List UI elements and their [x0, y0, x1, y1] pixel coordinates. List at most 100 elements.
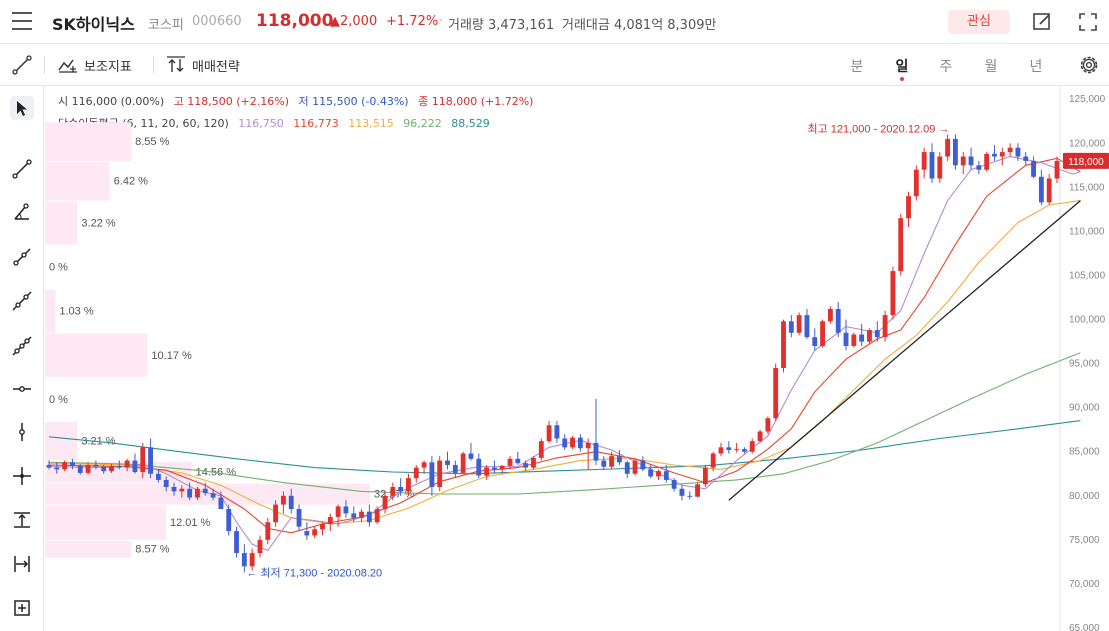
fullscreen-icon[interactable] — [1078, 12, 1098, 32]
settings-gear-icon[interactable] — [1078, 54, 1100, 76]
candle-body — [320, 524, 325, 530]
candle-body — [226, 509, 232, 532]
candle-body — [288, 495, 294, 510]
candle-body — [179, 488, 185, 492]
period-week-tab[interactable]: 주 — [939, 59, 953, 75]
candle-body — [898, 218, 904, 272]
candle-body — [507, 458, 513, 466]
line-icon[interactable] — [10, 157, 34, 181]
price-range-icon[interactable] — [10, 508, 34, 532]
stock-code: 000660 — [192, 14, 242, 29]
edit-icon[interactable] — [1032, 12, 1052, 32]
candle-body — [218, 497, 224, 510]
y-tick-label: 125,000 — [1069, 94, 1106, 105]
candle-body — [327, 516, 333, 525]
extended-line-icon[interactable] — [10, 289, 34, 313]
candle-body — [429, 462, 435, 487]
volume-profile-label: 8.55 % — [135, 136, 169, 148]
stock-header: SK하이닉스 코스피 000660 118,000 ▲2,000 +1.72% … — [0, 0, 1109, 44]
y-tick-label: 85,000 — [1069, 447, 1100, 458]
active-period-dot — [900, 77, 904, 81]
legend-close: 종 118,000 (+1.72%) — [418, 95, 534, 108]
candle-body — [109, 465, 114, 472]
favorite-button[interactable]: 관심 — [948, 10, 1010, 34]
candle-body — [570, 437, 575, 448]
candle-body — [163, 479, 169, 487]
candle-body — [952, 138, 958, 166]
candle-body — [718, 447, 724, 454]
menu-icon[interactable] — [12, 12, 32, 30]
candle-body — [85, 464, 91, 473]
candle-body — [171, 486, 177, 492]
price-change-pct: +1.72% — [386, 14, 439, 29]
cursor-arrow-icon[interactable] — [10, 96, 34, 120]
candle-body — [1054, 160, 1060, 179]
volume-profile-label: 8.57 % — [135, 544, 169, 556]
volume-profile-label: 0 % — [49, 262, 68, 274]
y-tick-label: 70,000 — [1069, 579, 1100, 590]
period-year-tab[interactable]: 년 — [1029, 59, 1043, 75]
candle-body — [382, 495, 388, 510]
candle-body — [359, 511, 364, 518]
candle-body — [773, 368, 779, 419]
candle-body — [663, 471, 669, 480]
candle-body — [132, 460, 138, 473]
candle-body — [265, 522, 271, 540]
candle-body — [999, 152, 1005, 157]
candle-body — [187, 488, 193, 498]
crosshair-icon[interactable] — [10, 464, 34, 488]
candle-body — [562, 438, 568, 448]
add-box-icon[interactable] — [10, 596, 34, 620]
candle-body — [531, 457, 536, 468]
candle-body — [1046, 178, 1052, 203]
legend-open: 시 116,000 (0.00%) — [58, 95, 165, 108]
candle-body — [148, 447, 154, 474]
volume-profile-bar — [45, 540, 132, 558]
candle-body — [140, 447, 146, 473]
y-tick-label: 115,000 — [1069, 182, 1105, 193]
candle-body — [351, 513, 357, 518]
strategy-button[interactable]: 매매전략 — [166, 54, 240, 76]
y-tick-label: 120,000 — [1069, 138, 1106, 149]
candle-body — [796, 315, 802, 333]
strategy-label: 매매전략 — [192, 59, 240, 75]
period-month-tab[interactable]: 월 — [984, 59, 998, 75]
volume-profile-bar — [45, 289, 56, 333]
candle-body — [234, 531, 239, 554]
ray-icon[interactable] — [10, 245, 34, 269]
candle-body — [366, 511, 372, 523]
candle-body — [116, 465, 122, 468]
volume-profile-bar — [45, 161, 110, 201]
candle-body — [515, 458, 521, 464]
indicators-button[interactable]: 보조지표 — [58, 54, 132, 76]
candle-body — [406, 478, 411, 492]
y-tick-label: 90,000 — [1069, 403, 1100, 414]
candle-body — [616, 456, 622, 463]
chart-toolbar: 보조지표 매매전략 분 일 주 월 년 — [0, 44, 1109, 86]
date-range-icon[interactable] — [10, 552, 34, 576]
horizontal-line-icon[interactable] — [10, 377, 34, 401]
candle-body — [960, 156, 966, 166]
vertical-line-icon[interactable] — [10, 420, 34, 444]
candle-body — [304, 531, 310, 536]
candle-body — [210, 493, 216, 498]
volume-profile-bar — [45, 333, 148, 377]
drawing-tool-icon[interactable] — [12, 55, 32, 75]
candle-body — [413, 467, 419, 479]
buy-sell-icon — [167, 56, 185, 72]
y-tick-label: 100,000 — [1069, 315, 1106, 326]
candle-body — [929, 152, 935, 179]
candle-body — [273, 504, 279, 523]
separator-dot: · — [439, 14, 444, 29]
trend-channel-icon[interactable] — [10, 334, 34, 358]
candle-body — [843, 332, 849, 346]
period-day-tab[interactable]: 일 — [895, 59, 909, 75]
candle-body — [851, 334, 857, 346]
angle-line-icon[interactable] — [10, 200, 34, 224]
period-minute-tab[interactable]: 분 — [850, 59, 864, 75]
candle-body — [195, 488, 200, 498]
candle-body — [280, 495, 286, 505]
trade-volume: 거래량 3,473,161 — [448, 18, 555, 33]
candle-body — [679, 488, 685, 496]
price-chart[interactable]: 8.55 %6.42 %3.22 %0 %1.03 %10.17 %0 %3.2… — [45, 86, 1109, 631]
